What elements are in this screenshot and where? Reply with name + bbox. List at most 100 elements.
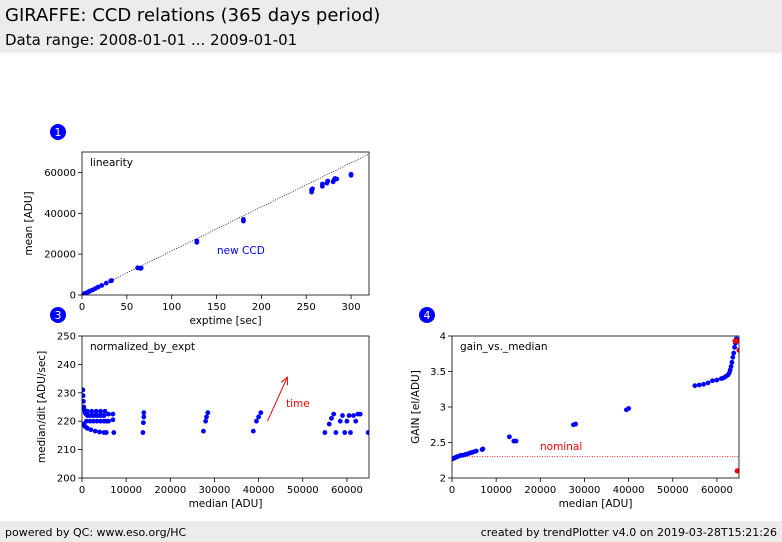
data-point [626,406,632,411]
data-point [89,408,95,414]
x-tick-label: 30000 [199,485,231,496]
data-point [204,414,209,420]
footer-created-by: created by trendPlotter v4.0 on 2019-03-… [480,526,777,539]
x-axis-label: median [ADU] [189,498,263,510]
y-tick-label: 240 [57,360,76,371]
data-point [250,428,256,434]
data-point [334,176,340,182]
x-tick-label: 50000 [657,485,689,496]
annotation-nominal: nominal [540,441,582,453]
x-tick-label: 60000 [701,485,733,496]
x-axis-label: median [ADU] [559,498,633,510]
y-tick-label: 200 [57,474,76,485]
panel-badge-circle [50,307,66,323]
data-point [103,280,109,286]
page-header: GIRAFFE: CCD relations (365 days period)… [0,0,782,53]
y-tick-label: 40000 [44,209,76,220]
y-tick-label: 4 [440,332,446,343]
y-tick-label: 220 [57,417,76,428]
y-tick-label: 3.5 [430,367,446,378]
data-point [98,418,103,424]
data-point [258,410,264,416]
data-point [101,413,107,418]
y-axis-label: GAIN [el/ADU] [410,370,422,444]
data-point [365,430,369,435]
data-point [325,178,331,184]
data-point [322,430,328,435]
data-point [241,217,246,222]
data-point [729,359,735,365]
chart-panel-1: 1 0 50 100 150 200 250 300 0 20000 40000 60000 expti… [23,124,370,327]
data-point [732,344,737,350]
x-tick-label: 50000 [287,485,319,496]
data-point [140,420,146,426]
x-tick-label: 300 [342,302,361,313]
y-tick-label: 2.5 [430,438,446,449]
annotation-time: time [286,398,310,410]
data-point [351,413,356,418]
x-tick-label: 0 [449,485,455,496]
data-point [701,381,707,387]
data-point [87,418,93,424]
panel-badge-number: 1 [55,126,62,139]
chart-panel-3: 3 0 10000 20000 30000 40000 50000 60000 200 210 22… [36,307,370,510]
time-arrow-head [280,376,289,386]
data-point [94,418,100,424]
outlier-point [736,347,739,353]
x-tick-label: 250 [297,302,316,313]
data-point [333,430,339,435]
x-tick-label: 60000 [331,485,363,496]
data-point [337,418,343,424]
y-tick-label: 2 [440,474,446,485]
panel-badge-circle [50,124,66,140]
data-point [342,430,348,435]
data-point [353,418,359,424]
reference-line [82,153,369,295]
data-point [203,418,209,424]
data-point [331,411,337,417]
data-point [92,428,98,434]
data-point [110,411,116,417]
panel-badge-number: 4 [424,309,431,322]
data-point [91,418,96,424]
data-point [82,387,86,393]
data-point [84,418,89,424]
panel-tag: linearity [90,157,133,169]
y-tick-label: 210 [57,445,76,456]
x-tick-label: 200 [252,302,271,313]
data-point [106,418,111,424]
data-point [473,448,479,454]
outlier-point [734,468,739,474]
data-point [357,411,363,417]
data-point [573,421,579,427]
y-tick-label: 20000 [44,250,76,261]
data-point [348,171,354,177]
date-range: Data range: 2008-01-01 ... 2009-01-01 [5,31,298,49]
x-tick-label: 40000 [613,485,645,496]
data-points [82,171,354,295]
data-point [82,398,86,404]
y-tick-label: 230 [57,388,76,399]
time-arrow-shaft [266,376,288,422]
data-point [88,427,94,433]
x-tick-label: 40000 [243,485,275,496]
x-tick-label: 20000 [154,485,186,496]
data-point [348,430,353,435]
page-footer: powered by QC: www.eso.org/HC created by… [0,521,782,542]
data-point [710,378,715,384]
panel-tag: gain_vs._median [460,341,548,353]
chart-panel-4: 4 0 10000 20000 30000 40000 50000 60000 2 2.5 3 3.5… [410,307,740,510]
data-point [110,417,116,423]
data-point [111,430,117,435]
data-point [138,265,144,271]
data-point [256,414,262,420]
data-point [714,377,720,383]
page-title: GIRAFFE: CCD relations (365 days period) [5,5,381,26]
outlier-point [735,338,739,344]
data-point [97,429,103,435]
x-tick-label: 0 [79,302,85,313]
panel-badge-circle [419,307,435,323]
data-point [84,408,90,414]
data-point [102,408,108,414]
